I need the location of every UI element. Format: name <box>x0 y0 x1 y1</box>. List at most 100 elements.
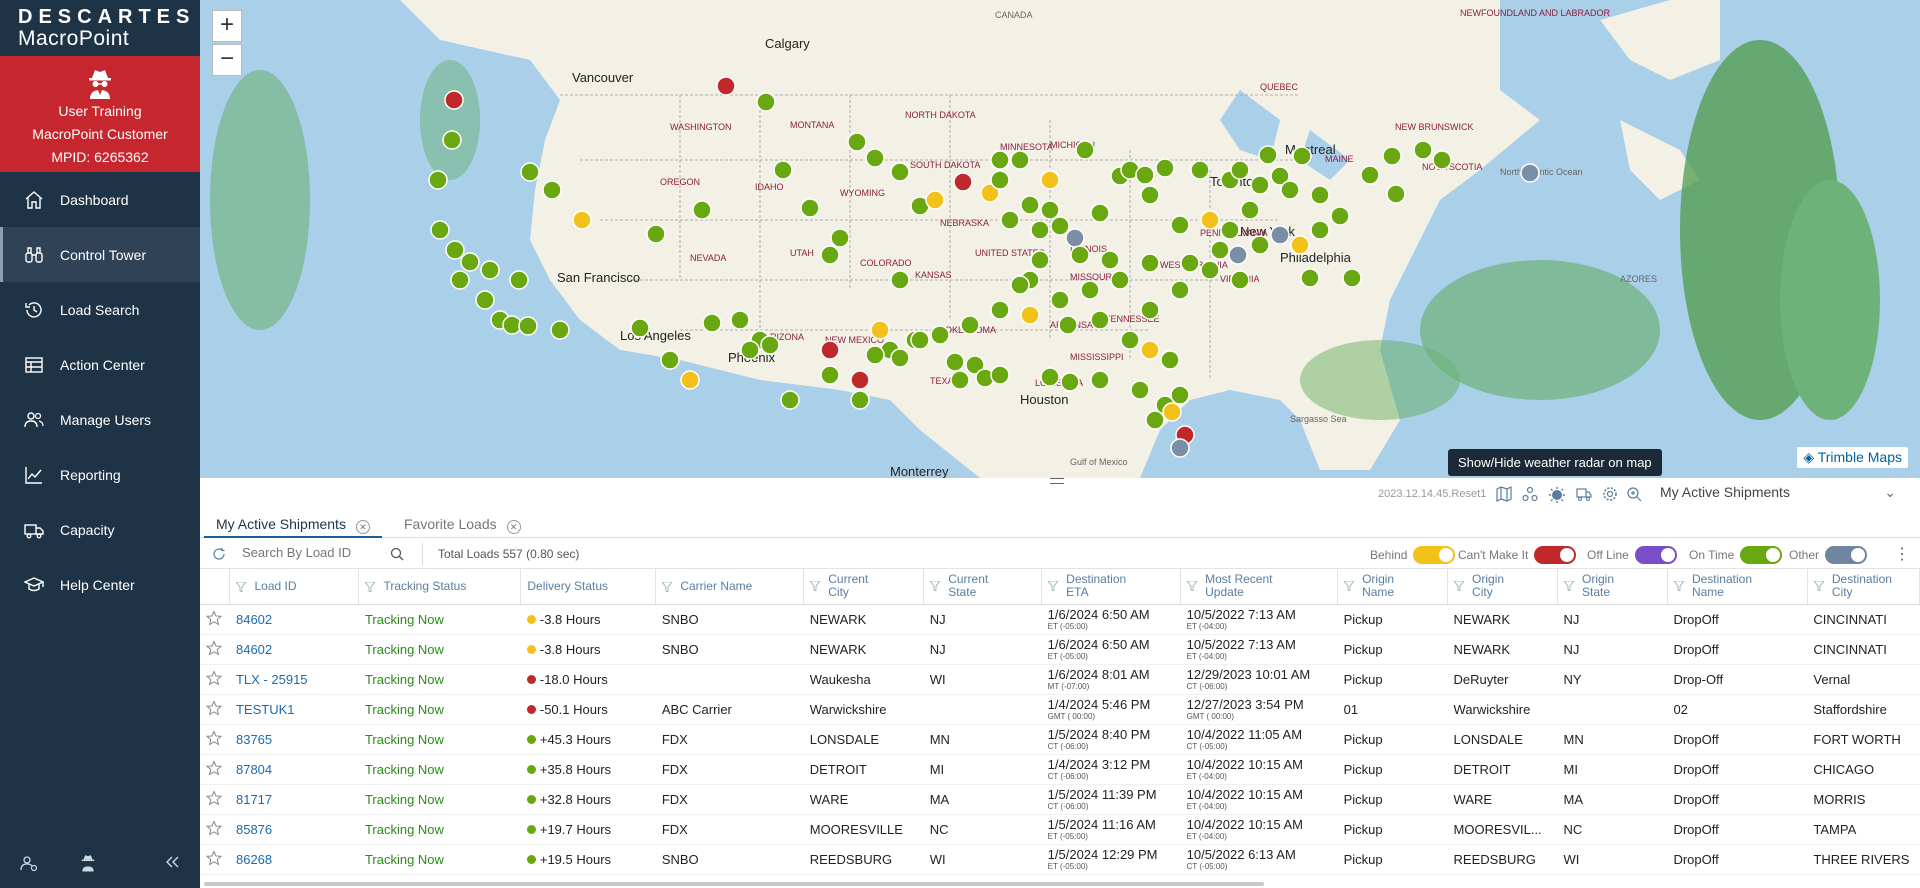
shipment-pin[interactable] <box>1220 220 1240 240</box>
user-box[interactable]: User Training MacroPoint Customer MPID: … <box>0 56 200 172</box>
filter-icon[interactable] <box>236 581 247 592</box>
behind-toggle[interactable] <box>1413 546 1456 564</box>
filter-icon[interactable] <box>1673 581 1684 592</box>
shipment-pin[interactable] <box>740 340 760 360</box>
shipment-pin[interactable] <box>450 270 470 290</box>
legend-other[interactable]: Other <box>1789 546 1868 564</box>
shipment-pin[interactable] <box>1413 140 1433 160</box>
shipment-pin[interactable] <box>1520 163 1540 183</box>
column-header-tracking-status[interactable]: Tracking Status <box>358 569 522 605</box>
favorite-star-icon[interactable] <box>200 844 230 875</box>
map-icon[interactable] <box>1496 486 1512 502</box>
shipment-pin[interactable] <box>1060 372 1080 392</box>
table-row[interactable]: 85876 Tracking Now +19.7 Hours FDX MOORESVIL… <box>200 814 1920 845</box>
shipment-pin[interactable] <box>1250 175 1270 195</box>
shipment-pin[interactable] <box>1135 165 1155 185</box>
filter-icon[interactable] <box>1454 581 1465 592</box>
shipment-pin[interactable] <box>830 228 850 248</box>
zoom-in-button[interactable]: + <box>212 10 242 42</box>
load-id-link[interactable]: TESTUK1 <box>229 694 359 725</box>
column-header-most-recent-update[interactable]: Most Recent Update <box>1180 569 1339 605</box>
column-header-destination-city[interactable]: Destination City <box>1807 569 1920 605</box>
sidebar-item-manage-users[interactable]: Manage Users <box>0 392 200 447</box>
shipment-pin[interactable] <box>730 310 750 330</box>
favorite-star-icon[interactable] <box>200 634 230 665</box>
shipment-pin[interactable] <box>1200 210 1220 230</box>
shipment-pin[interactable] <box>1170 215 1190 235</box>
shipment-pin[interactable] <box>800 198 820 218</box>
shipment-pin[interactable] <box>442 130 462 150</box>
shipment-pin[interactable] <box>1258 145 1278 165</box>
shipment-pin[interactable] <box>1190 160 1210 180</box>
shipment-pin[interactable] <box>460 252 480 272</box>
shipment-pin[interactable] <box>930 325 950 345</box>
shipment-pin[interactable] <box>445 240 465 260</box>
truck-route-icon[interactable] <box>1576 486 1592 502</box>
shipment-pin[interactable] <box>630 318 650 338</box>
shipment-pin[interactable] <box>520 162 540 182</box>
off-line-toggle[interactable] <box>1634 546 1677 564</box>
shipment-pin[interactable] <box>1030 220 1050 240</box>
favorite-star-icon[interactable] <box>200 814 230 845</box>
shipment-pin[interactable] <box>1270 166 1290 186</box>
shipment-pin[interactable] <box>716 76 736 96</box>
shipment-pin[interactable] <box>1210 240 1230 260</box>
shipment-pin[interactable] <box>1070 245 1090 265</box>
shipment-pin[interactable] <box>1228 245 1248 265</box>
shipment-pin[interactable] <box>1330 206 1350 226</box>
shipment-pin[interactable] <box>480 260 500 280</box>
shipment-pin[interactable] <box>1300 268 1320 288</box>
shipment-pin[interactable] <box>820 340 840 360</box>
shipment-pin[interactable] <box>1000 210 1020 230</box>
shipment-pin[interactable] <box>1270 225 1290 245</box>
column-header-destination-name[interactable]: Destination Name <box>1667 569 1808 605</box>
shipment-pin[interactable] <box>1160 350 1180 370</box>
shipment-pin[interactable] <box>542 180 562 200</box>
shipment-pin[interactable] <box>760 335 780 355</box>
shipment-pin[interactable] <box>1170 280 1190 300</box>
shipment-pin[interactable] <box>990 365 1010 385</box>
shipment-pin[interactable] <box>1230 160 1250 180</box>
shipment-pin[interactable] <box>850 390 870 410</box>
shipment-pin[interactable] <box>870 320 890 340</box>
shipment-pin[interactable] <box>953 172 973 192</box>
shipment-pin[interactable] <box>1030 250 1050 270</box>
sidebar-item-reporting[interactable]: Reporting <box>0 447 200 502</box>
filter-icon[interactable] <box>1048 581 1059 592</box>
shipment-pin[interactable] <box>820 245 840 265</box>
shipment-pin[interactable] <box>1130 380 1150 400</box>
shipment-pin[interactable] <box>1040 200 1060 220</box>
shipment-pin[interactable] <box>1342 268 1362 288</box>
brand-logo[interactable]: DESCARTES MacroPoint <box>0 0 200 56</box>
load-id-link[interactable]: TLX - 25915 <box>229 664 359 695</box>
shipment-pin[interactable] <box>1140 300 1160 320</box>
shipment-pin[interactable] <box>572 210 592 230</box>
table-row[interactable]: 87804 Tracking Now +35.8 Hours FDX DETROIT MI… <box>200 754 1920 785</box>
horizontal-scrollbar[interactable] <box>204 882 1264 886</box>
shipment-pin[interactable] <box>1075 140 1095 160</box>
shipment-pin[interactable] <box>1310 220 1330 240</box>
shipment-pin[interactable] <box>444 90 464 110</box>
load-id-link[interactable]: 83765 <box>229 724 359 755</box>
favorite-star-icon[interactable] <box>200 754 230 785</box>
column-header-origin-city[interactable]: Origin City <box>1447 569 1559 605</box>
shipment-pin[interactable] <box>1010 150 1030 170</box>
shipment-pin[interactable] <box>1050 290 1070 310</box>
shipment-pin[interactable] <box>1230 270 1250 290</box>
table-row[interactable]: TLX - 25915 Tracking Now -18.0 Hours Waukes… <box>200 664 1920 695</box>
sidebar-item-help-center[interactable]: Help Center <box>0 557 200 612</box>
shipment-pin[interactable] <box>1100 250 1120 270</box>
sidebar-item-action-center[interactable]: Action Center <box>0 337 200 392</box>
shipment-pin[interactable] <box>890 348 910 368</box>
weather-radar-icon[interactable] <box>1548 486 1566 504</box>
shipment-pin[interactable] <box>1170 438 1190 458</box>
table-row[interactable]: TESTUK1 Tracking Now -50.1 Hours ABC Carrie… <box>200 694 1920 725</box>
user-settings-icon[interactable] <box>20 854 38 877</box>
shipment-pin[interactable] <box>509 270 529 290</box>
shipment-pin[interactable] <box>1050 216 1070 236</box>
shipment-pin[interactable] <box>1180 253 1200 273</box>
load-id-link[interactable]: 86268 <box>229 844 359 875</box>
sidebar-item-load-search[interactable]: Load Search <box>0 282 200 337</box>
shipment-pin[interactable] <box>1058 315 1078 335</box>
shipment-pin[interactable] <box>950 370 970 390</box>
